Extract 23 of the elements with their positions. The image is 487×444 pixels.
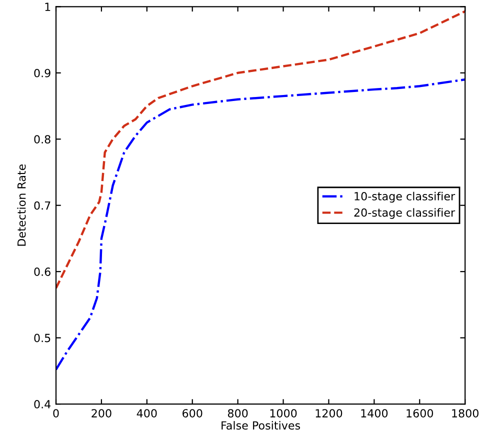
x-tick-label: 800 [228,409,248,418]
x-tick-label: 1600 [406,409,434,418]
legend-label: 10-stage classifier [354,192,456,203]
y-tick-label: 0.5 [34,334,50,342]
y-tick-label: 0.9 [34,68,50,78]
x-tick-label: 1200 [316,409,342,418]
x-tick-label: 1000 [270,409,297,418]
y-axis-title: Detection Rate [17,164,26,246]
x-tick-label: 400 [136,409,157,418]
legend-label: 20-stage classifier [354,208,456,219]
x-tick-label: 0 [53,409,59,418]
line-series [56,10,466,290]
y-tick-label: 1 [45,2,50,11]
y-tick-label: 0.4 [34,400,51,408]
x-axis-title: False Positives [222,421,300,430]
x-tick-label: 600 [182,409,202,418]
x-tick-label: 1400 [361,409,388,418]
x-tick-label: 200 [92,409,112,418]
y-tick-label: 0.8 [34,135,50,144]
line-series [56,78,466,371]
y-tick-label: 0.7 [34,201,50,210]
x-tick-label: 1800 [452,409,478,418]
y-tick-label: 0.6 [34,268,50,276]
